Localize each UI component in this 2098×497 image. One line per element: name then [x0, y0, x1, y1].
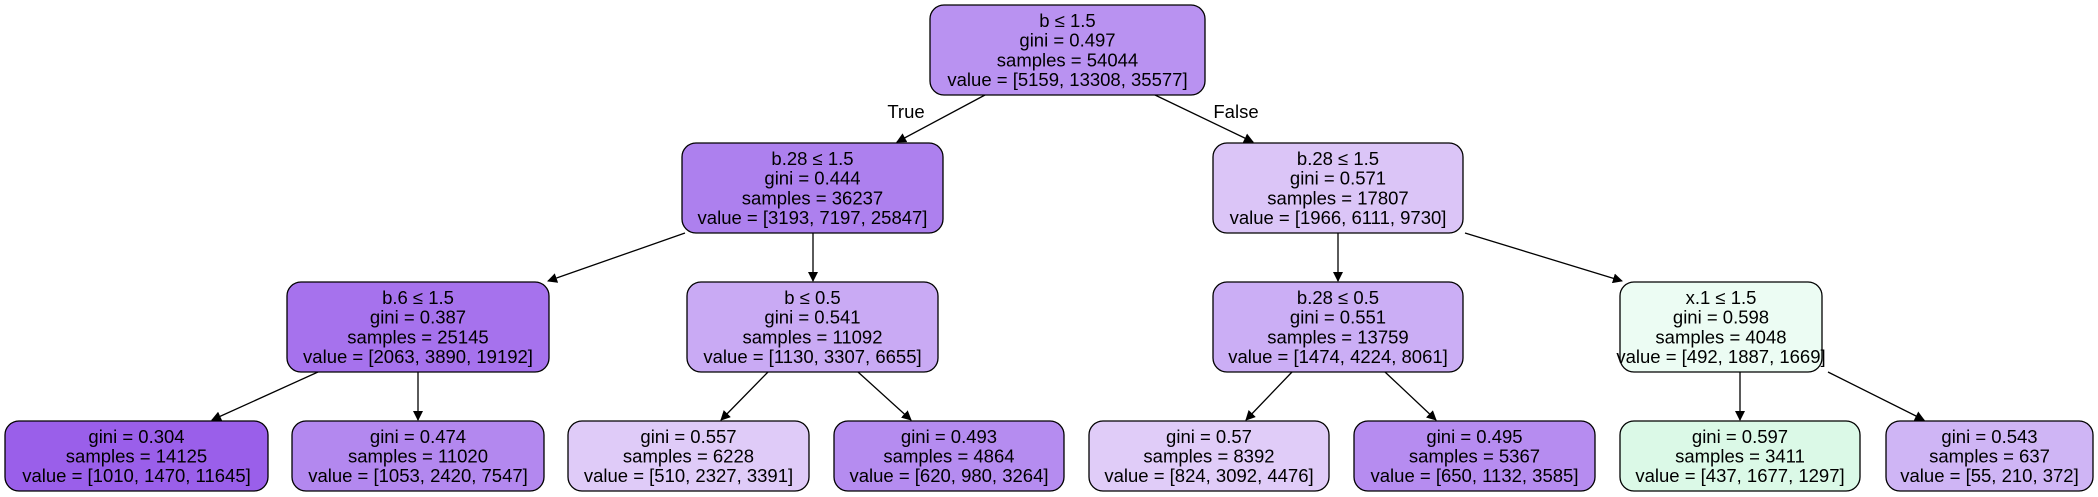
node-box — [686, 281, 939, 373]
edge-n2-n6 — [1464, 232, 1623, 284]
node-line: value = [1053, 2420, 7547] — [308, 465, 528, 486]
node-line: gini = 0.543 — [1941, 426, 2037, 447]
node-line: gini = 0.497 — [1019, 30, 1115, 51]
node-box — [1088, 420, 1330, 492]
edge-n3-n7 — [211, 371, 319, 421]
node-box — [929, 4, 1206, 96]
edge-n5-n12 — [1384, 371, 1437, 421]
node-line: samples = 637 — [1929, 446, 2050, 467]
edge-n5-n11 — [1245, 371, 1293, 421]
node-line: value = [650, 1132, 3585] — [1371, 465, 1579, 486]
node-line: value = [1474, 4224, 8061] — [1228, 346, 1448, 367]
node-line: gini = 0.387 — [370, 307, 466, 328]
node-box — [567, 420, 810, 492]
node-line: value = [1130, 3307, 6655] — [703, 346, 921, 367]
edge-n4-n9 — [720, 371, 769, 421]
node-line: b.28 ≤ 1.5 — [1297, 148, 1379, 169]
node-line: value = [492, 1887, 1669] — [1616, 346, 1825, 367]
node-box — [681, 142, 944, 234]
node-line: value = [1966, 6111, 9730] — [1230, 207, 1447, 228]
node-line: value = [620, 980, 3264] — [849, 465, 1048, 486]
node-line: gini = 0.495 — [1426, 426, 1522, 447]
node-line: samples = 25145 — [347, 326, 488, 347]
node-line: samples = 11020 — [348, 446, 488, 467]
node-box — [1212, 281, 1464, 373]
node-line: gini = 0.571 — [1290, 168, 1386, 189]
node-line: gini = 0.541 — [764, 307, 860, 328]
node-line: gini = 0.474 — [370, 426, 466, 447]
node-line: samples = 14125 — [66, 446, 207, 467]
node-box — [833, 420, 1065, 492]
node-line: gini = 0.304 — [88, 426, 184, 447]
node-line: value = [2063, 3890, 19192] — [303, 346, 533, 367]
node-box — [1353, 420, 1596, 492]
edge-label-true: True — [887, 101, 924, 122]
edges — [211, 94, 1925, 421]
node-line: samples = 3411 — [1675, 446, 1805, 467]
edge-n6-n14 — [1827, 371, 1925, 421]
node-box — [1619, 420, 1861, 492]
node-line: samples = 13759 — [1267, 326, 1408, 347]
node-line: b ≤ 1.5 — [1039, 10, 1095, 31]
node-line: samples = 11092 — [742, 326, 882, 347]
node-line: value = [3193, 7197, 25847] — [698, 207, 928, 228]
edge-n0-n1 — [896, 94, 986, 143]
node-line: gini = 0.597 — [1692, 426, 1788, 447]
node-line: value = [437, 1677, 1297] — [1635, 465, 1844, 486]
edge-labels: True False — [887, 101, 1258, 122]
node-line: samples = 5367 — [1409, 446, 1540, 467]
node-line: x.1 ≤ 1.5 — [1686, 287, 1757, 308]
node-line: value = [824, 3092, 4476] — [1104, 465, 1313, 486]
edge-n1-n3 — [547, 232, 686, 283]
edge-n0-n2 — [1154, 94, 1254, 143]
node-line: b.28 ≤ 1.5 — [771, 148, 853, 169]
node-line: b ≤ 0.5 — [784, 287, 840, 308]
node-box — [291, 420, 545, 492]
node-line: b.28 ≤ 0.5 — [1297, 287, 1379, 308]
node-line: gini = 0.444 — [764, 168, 860, 189]
edge-label-false: False — [1213, 101, 1258, 122]
node-box — [1885, 420, 2094, 492]
node-line: gini = 0.557 — [640, 426, 736, 447]
node-box — [1212, 142, 1464, 234]
node-box — [1619, 281, 1823, 373]
node-line: gini = 0.493 — [901, 426, 997, 447]
node-line: gini = 0.57 — [1166, 426, 1252, 447]
node-line: samples = 36237 — [742, 187, 883, 208]
node-line: gini = 0.598 — [1673, 307, 1769, 328]
node-line: samples = 8392 — [1143, 446, 1274, 467]
node-line: value = [510, 2327, 3391] — [584, 465, 793, 486]
node-line: samples = 6228 — [623, 446, 754, 467]
node-line: samples = 4048 — [1655, 326, 1786, 347]
node-box — [286, 281, 550, 373]
node-line: samples = 4864 — [883, 446, 1014, 467]
node-box — [4, 420, 269, 492]
node-line: samples = 17807 — [1267, 187, 1408, 208]
node-line: samples = 54044 — [997, 49, 1138, 70]
node-line: value = [5159, 13308, 35577] — [947, 69, 1187, 90]
edge-n4-n10 — [857, 371, 912, 421]
node-line: gini = 0.551 — [1290, 307, 1386, 328]
node-line: value = [1010, 1470, 11645] — [22, 465, 251, 486]
node-line: b.6 ≤ 1.5 — [382, 287, 454, 308]
node-line: value = [55, 210, 372] — [1900, 465, 2078, 486]
